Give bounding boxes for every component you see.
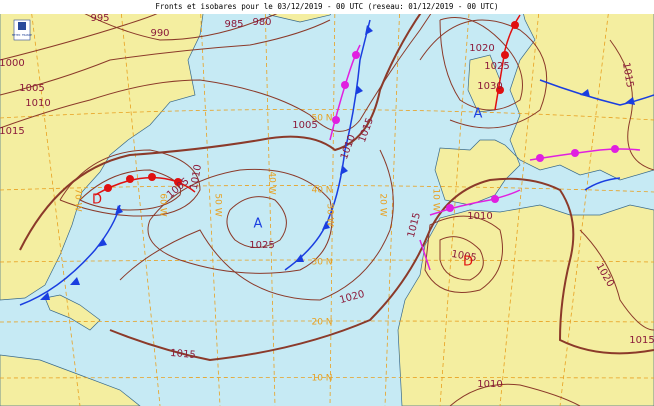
logo-icon xyxy=(18,22,26,30)
longitude-label: 60 W xyxy=(158,193,168,216)
isobar-label: 1015 xyxy=(0,126,25,137)
cold-front-symbols xyxy=(40,25,635,300)
isobar-label: 1015 xyxy=(629,335,654,346)
map-title: Fronts et isobares pour le 03/12/2019 - … xyxy=(155,2,498,11)
latitude-label: 10 N xyxy=(311,374,332,384)
isobar-label: 1005 xyxy=(19,83,44,94)
isobar-label: 1015 xyxy=(170,348,196,361)
isobar-label: 1005 xyxy=(450,249,477,264)
isobar-label: 1030 xyxy=(477,81,502,92)
longitude-label: 40 W xyxy=(267,171,277,194)
latitude-label: 40 N xyxy=(311,186,332,196)
latitude-label: 30 N xyxy=(311,258,332,268)
logo-text: METEO FRANCE xyxy=(12,33,33,37)
isobar-label: 1015 xyxy=(620,62,635,89)
longitude-label: 30 W xyxy=(325,203,335,226)
isobar-label: 1010 xyxy=(25,98,50,109)
pressure-center: D xyxy=(463,255,473,270)
isobar-label: 1010 xyxy=(189,164,204,191)
isobar-label: 1025 xyxy=(484,61,509,72)
latitude-label: 20 N xyxy=(311,318,332,328)
pressure-center: A xyxy=(474,107,483,122)
isobar-label: 985 xyxy=(224,19,243,30)
pressure-center: A xyxy=(254,217,263,232)
longitude-label: 70 W xyxy=(73,188,83,211)
isobar-label: 995 xyxy=(90,13,109,24)
isobar-label: 1000 xyxy=(0,58,25,69)
warm-front-symbols xyxy=(104,21,519,192)
longitude-label: 50 W xyxy=(213,193,223,216)
isobar-label: 990 xyxy=(150,28,169,39)
longitude-label: 10 W xyxy=(431,188,441,211)
isobar-label: 1005 xyxy=(292,120,317,131)
title-bar xyxy=(0,0,654,14)
isobar-label: 1020 xyxy=(469,43,494,54)
isobar-label: 1010 xyxy=(467,211,492,222)
pressure-center: D xyxy=(92,193,102,208)
isobar-label: 1010 xyxy=(477,379,502,390)
isobar-label: 980 xyxy=(252,17,271,28)
isobar-label: 1025 xyxy=(249,240,274,251)
latitude-label: 50 N xyxy=(311,114,332,124)
occluded-front-symbols xyxy=(332,51,619,212)
longitude-label: 20 W xyxy=(378,193,388,216)
